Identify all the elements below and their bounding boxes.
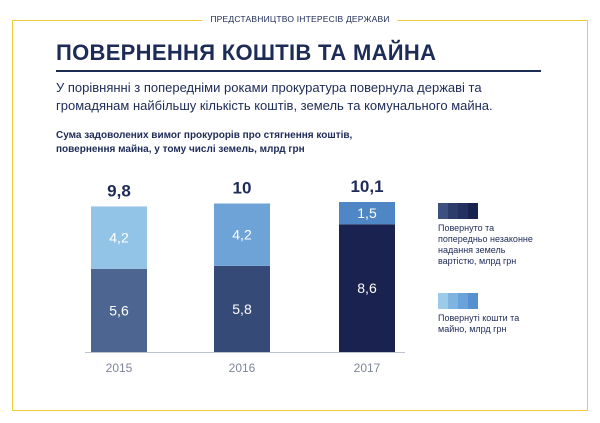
bar-segment-2017-s1 — [339, 202, 395, 225]
legend-swatch-segment — [458, 203, 468, 219]
page-subtitle: У порівнянні з попередніми роками прокур… — [56, 80, 493, 113]
legend-swatch-segment — [458, 293, 468, 309]
page-title: ПОВЕРНЕННЯ КОШТІВ ТА МАЙНА — [56, 40, 437, 65]
bar-value-label: 1,5 — [357, 205, 377, 221]
x-tick-label: 2017 — [354, 361, 381, 375]
legend-swatch-lands — [438, 203, 533, 219]
title-rule — [56, 70, 541, 72]
bar-segment-2015-s1 — [91, 206, 147, 269]
bar-segment-2016-s1 — [214, 203, 270, 266]
legend-swatch-segment — [448, 293, 458, 309]
x-tick-label: 2015 — [106, 361, 133, 375]
frame-bottom-border — [12, 410, 588, 411]
legend-swatch-segment — [468, 203, 478, 219]
legend-label-funds: Повернуті кошти та майно, млрд грн — [438, 313, 520, 334]
bar-segment-2015-s0 — [91, 268, 147, 352]
legend-item-funds: Повернуті кошти та майно, млрд грн — [438, 293, 533, 335]
bar-total-label: 10,1 — [350, 177, 383, 196]
frame-left-border — [12, 20, 13, 411]
bar-value-label: 8,6 — [357, 280, 377, 296]
bar-segment-2016-s0 — [214, 265, 270, 352]
legend-swatch-segment — [448, 203, 458, 219]
legend-label-lands: Повернуто та попередньо незаконне наданн… — [438, 223, 533, 266]
chart-title: Сума задоволених вимог прокурорів про ст… — [56, 130, 353, 155]
legend-swatch-segment — [438, 293, 448, 309]
bar-value-label: 4,2 — [109, 230, 129, 246]
legend-swatch-segment — [468, 293, 478, 309]
bar-value-label: 5,8 — [232, 301, 252, 317]
bar-total-label: 9,8 — [107, 181, 131, 200]
legend-swatch-segment — [438, 203, 448, 219]
legend-swatch-funds — [438, 293, 533, 309]
bar-value-label: 4,2 — [232, 227, 252, 243]
bar-segment-2017-s0 — [339, 224, 395, 352]
legend-item-lands: Повернуто та попередньо незаконне наданн… — [438, 203, 533, 267]
x-tick-label: 2016 — [229, 361, 256, 375]
section-label: ПРЕДСТАВНИЦТВО ІНТЕРЕСІВ ДЕРЖАВИ — [202, 14, 398, 24]
bar-total-label: 10 — [233, 178, 252, 197]
bar-value-label: 5,6 — [109, 302, 129, 318]
frame-right-border — [587, 20, 588, 411]
